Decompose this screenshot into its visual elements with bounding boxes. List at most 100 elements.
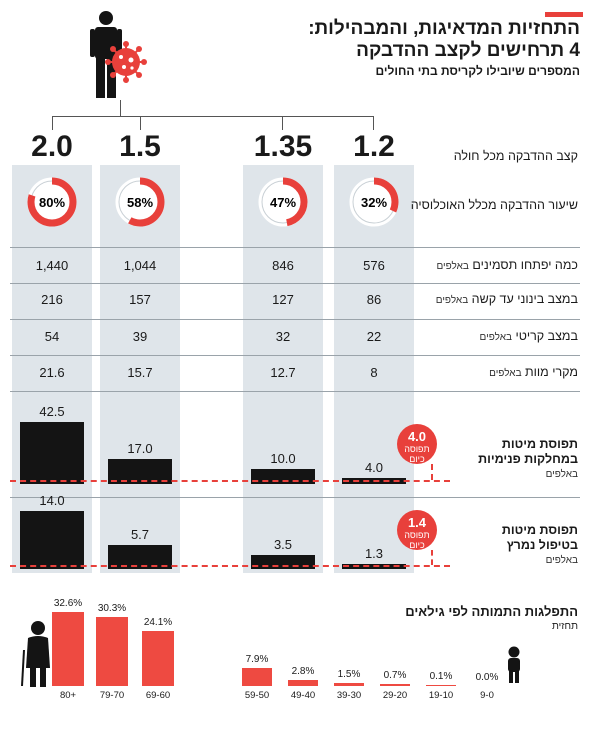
tree-drop-2 [140,116,141,130]
moderate-value: 157 [129,292,151,307]
tree-drop-4 [373,116,374,130]
unit-label: באלפים [489,368,522,379]
page-subtitle: המספרים שיובילו לקריסת בתי החולים [375,64,580,78]
deaths-value: 8 [370,365,378,380]
infected-value: 846 [272,258,294,273]
intensive-label-line1: תפוסת מיטות [501,523,578,537]
age-group-label: 69-60 [145,690,171,701]
critical-value: 54 [44,329,60,344]
age-group-label: 79-70 [99,690,125,701]
internal-capacity-badge: 4.0 תפוסה כיום [397,424,437,464]
unit-label: באלפים [545,555,578,566]
infected-value: 1,044 [123,258,157,273]
moderate-label-text: במצב בינוני עד קשה [471,292,578,306]
age-death-bar [334,682,364,686]
unit-label: באלפים [435,295,469,306]
tree-branch [52,116,374,117]
factor-value: 2.0 [31,130,73,163]
elderly-person-icon [21,621,50,687]
age-pct-label: 24.1% [143,617,173,629]
row-divider [10,319,580,320]
accent-bar [545,12,583,17]
age-pct-label: 7.9% [245,654,269,666]
intensive-capacity-value: 1.4 [407,515,427,530]
infection-rate-donuts: 80% 58% 47% 32% [27,177,399,227]
infected-row-label: כמה יפתחו תסמינים באלפים [436,258,578,272]
deaths-row-label: מקרי מוות באלפים [489,365,578,379]
critical-row-label: במצב קריטי באלפים [480,329,578,343]
donut-pct-label: 80% [39,195,65,210]
moderate-row-label: במצב בינוני עד קשה באלפים [436,292,578,306]
internal-beds-label: תפוסת מיטות במחלקות פנימיות באלפים [478,437,578,482]
age-pct-label: 2.8% [291,665,315,677]
donut-fill-arc [349,177,399,227]
intensive-capacity-line [10,565,450,567]
age-death-bar [288,679,318,686]
tree-stem [120,100,121,116]
internal-capacity-line [10,480,450,482]
page-title-line1: התחזיות המדאיגות, והמבהילות: [308,18,580,39]
intensive-care-bar-label: 14.0 [39,493,65,508]
unit-label: באלפים [479,332,512,343]
age-death-bar [52,612,84,686]
row-divider [10,391,580,392]
column-bg-1-35 [243,165,323,573]
critical-value: 22 [366,329,382,344]
age-group-label: 49-40 [290,690,316,701]
age-section-subtitle: תחזית [551,621,578,632]
intensive-capacity-badge: 1.4 תפוסה כיום [397,510,437,550]
intensive-beds-label: תפוסת מיטות בטיפול נמרץ באלפים [502,523,578,568]
row-divider [10,355,580,356]
internal-beds-bar [108,459,172,484]
age-pct-label: 0.7% [383,670,407,682]
capacity-caption: תפוסה כיום [404,444,430,464]
age-death-bar [380,684,410,686]
age-group-label: 59-50 [244,690,270,701]
donut-pct-label: 32% [361,195,387,210]
badge-connector [431,464,434,480]
row-divider [10,283,580,284]
donut-fill-arc [258,177,308,227]
intensive-care-bar-label: 3.5 [273,536,293,552]
internal-beds-bar-label: 4.0 [364,460,384,476]
age-pct-label: 0.1% [429,670,453,682]
internal-beds-bar-label: 17.0 [127,441,153,457]
moderate-value: 86 [366,292,382,307]
critical-value: 39 [132,329,148,344]
column-bg-2-0 [12,165,92,573]
internal-beds-bar-label: 10.0 [270,451,296,467]
capacity-caption: תפוסה כיום [404,530,430,550]
intensive-care-bar-label: 1.3 [364,545,384,561]
infected-value: 1,440 [35,258,69,273]
donut-fill-arc [27,177,77,227]
age-section-title: התפלגות התמותה לפי גילאים [405,604,578,619]
age-death-bar [242,668,272,686]
age-death-bar [96,617,128,686]
factor-value: 1.35 [253,130,313,163]
infected-label-text: כמה יפתחו תסמינים [472,258,578,272]
child-icon [508,646,520,683]
infected-value: 576 [363,258,385,273]
column-bg-1-2 [334,165,414,573]
age-group-label: 39-30 [336,690,362,701]
factor-row-label: קצב ההדבקה מכל חולה [453,149,578,163]
tree-drop-3 [282,116,283,130]
row-divider [10,497,580,498]
age-group-label: 29-20 [382,690,408,701]
intensive-care-bar-label: 5.7 [130,527,150,543]
person-virus-icon [90,11,147,98]
age-pct-label: 1.5% [337,668,361,680]
pct-row-label: שיעור ההדבקה מכלל האוכלוסיה [410,198,578,212]
unit-label: באלפים [436,261,469,272]
column-bg-1-5 [100,165,180,573]
age-pct-label: 32.6% [53,598,83,609]
row-divider [10,247,580,248]
age-pct-label: 30.3% [97,603,127,615]
deaths-value: 12.7 [270,365,296,380]
age-pct-label: 0.0% [475,672,499,683]
donut-fill-arc [115,177,165,227]
intensive-care-bar [108,545,172,569]
critical-label-text: במצב קריטי [515,329,578,343]
moderate-value: 127 [272,292,294,307]
internal-beds-bar [20,422,84,484]
